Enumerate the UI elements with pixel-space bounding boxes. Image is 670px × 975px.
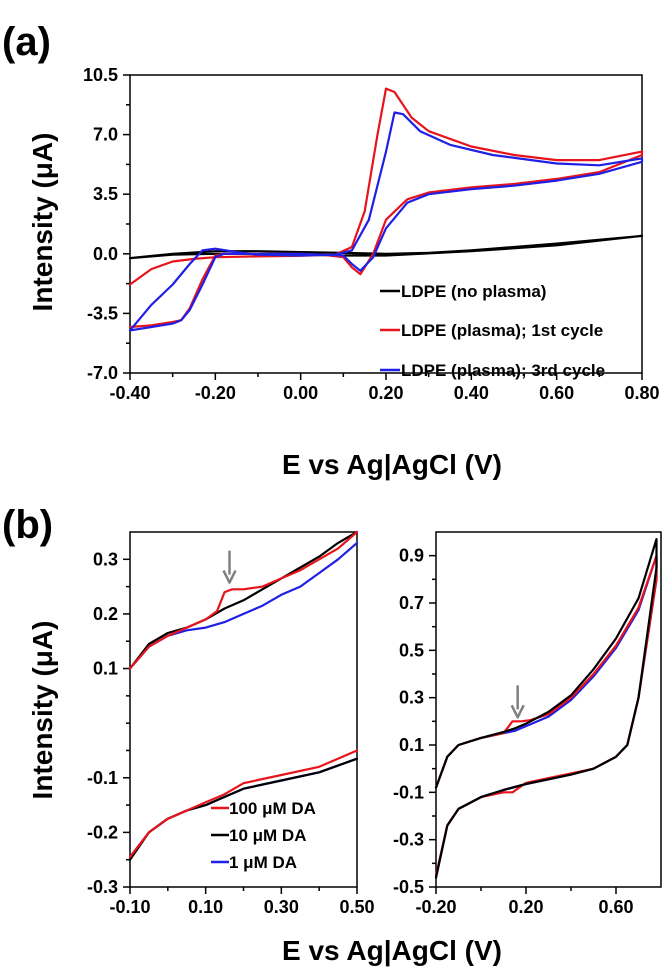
panel-b-left-y-tick-label: 0.2	[93, 604, 118, 624]
panel-b-right-x-tick-label: 0.20	[508, 897, 543, 917]
panel-a-x-axis-title: E vs Ag|AgCl (V)	[282, 449, 502, 480]
panel-a-x-tick-label: 0.00	[283, 383, 318, 403]
panel-a-x-tick-label: 0.40	[454, 383, 489, 403]
panel-b-right-x-tick-label: 0.60	[598, 897, 633, 917]
panel-b-left-arrow-head	[222, 570, 237, 584]
panel-b-y-axis-title: Intensity (μA)	[27, 621, 58, 800]
panel-b-left-y-tick-label: -0.2	[87, 822, 118, 842]
panel-a-y-axis-title: Intensity (μA)	[27, 133, 58, 312]
panel-b-right-x-tick-label: -0.20	[415, 897, 456, 917]
panel-a-x-tick-label: 0.60	[539, 383, 574, 403]
panel-b-right-series-black	[434, 538, 658, 879]
panel-b-left-y-tick-label: 0.1	[93, 659, 118, 679]
panel-a-y-tick-label: 0.0	[93, 244, 118, 264]
panel-b-legend-label: 10 μM DA	[229, 826, 306, 845]
panel-a-x-tick-label: -0.40	[109, 383, 150, 403]
panel-b-left-series-upper-blue	[128, 541, 359, 670]
panel-a-x-tick-label: 0.20	[368, 383, 403, 403]
panel-a-legend-label: LDPE (plasma); 1st cycle	[401, 321, 603, 340]
panel-b-left-y-tick-label: -0.1	[87, 768, 118, 788]
panel-b-left-x-tick-label: 0.50	[339, 897, 374, 917]
panel-b-x-axis-title: E vs Ag|AgCl (V)	[282, 935, 502, 966]
panel-b-right-y-tick-label: -0.3	[393, 830, 424, 850]
panel-b-right-plot-frame	[435, 531, 662, 888]
panel-a-x-tick-label: 0.80	[624, 383, 659, 403]
panel-a-x-tick-label: -0.20	[195, 383, 236, 403]
panel-b-right-y-tick-label: -0.1	[393, 782, 424, 802]
panel-a-series-blue	[128, 111, 644, 332]
panel-b-left-series-lower-red	[128, 749, 359, 859]
panel-b-left-series-upper-black	[128, 530, 359, 670]
panel-b-left-series-upper-red	[128, 530, 359, 670]
panel-b-right-arrow-head	[510, 704, 525, 719]
panel-a-y-tick-label: -3.5	[87, 303, 118, 323]
panel-b-left-x-tick-label: -0.10	[109, 897, 150, 917]
panel-a-series-black	[128, 234, 644, 260]
panel-b-left-plot: -0.10 0.10 0.30 0.50 0.3 0.2 0.1 -0.1 -0.2 -0.3 10…	[87, 530, 375, 917]
panel-a-y-tick-label: 7.0	[93, 125, 118, 145]
panel-b-right-series-red	[434, 554, 658, 877]
panel-b-left-y-tick-label: -0.3	[87, 877, 118, 897]
panel-b-right-plot: -0.20 0.20 0.60 0.9 0.7 0.5 0.3 0.1 -0.1 -0.3 -0.5	[393, 531, 662, 917]
panel-a-legend-label: LDPE (plasma); 3rd cycle	[401, 361, 605, 380]
panel-b-legend-label: 100 μM DA	[229, 799, 316, 818]
panel-b-label: (b)	[2, 503, 53, 547]
panel-b-right-y-tick-label: 0.5	[399, 640, 424, 660]
panel-b-left-y-tick-label: 0.3	[93, 549, 118, 569]
panel-a-plot: -0.40 -0.20 0.00 0.20 0.40 0.60 0.80 10.5 7.0 3.5…	[83, 65, 660, 403]
panel-a-legend-label: LDPE (no plasma)	[401, 282, 546, 301]
panel-a-y-tick-label: 3.5	[93, 184, 118, 204]
panel-b-right-series-blue	[434, 554, 658, 879]
panel-b-right-y-tick-label: -0.5	[393, 877, 424, 897]
panel-b-right-y-tick-label: 0.1	[399, 735, 424, 755]
panel-a-y-tick-label: -7.0	[87, 363, 118, 383]
panel-b-legend-label: 1 μM DA	[229, 853, 297, 872]
panel-b-left-x-tick-label: 0.30	[264, 897, 299, 917]
panel-a-y-tick-label: 10.5	[83, 65, 118, 85]
panel-a-label: (a)	[2, 20, 51, 64]
panel-b-right-y-tick-label: 0.7	[399, 593, 424, 613]
panel-b-right-y-tick-label: 0.3	[399, 688, 424, 708]
panel-b-right-y-tick-label: 0.9	[399, 546, 424, 566]
panel-b-left-x-tick-label: 0.10	[188, 897, 223, 917]
